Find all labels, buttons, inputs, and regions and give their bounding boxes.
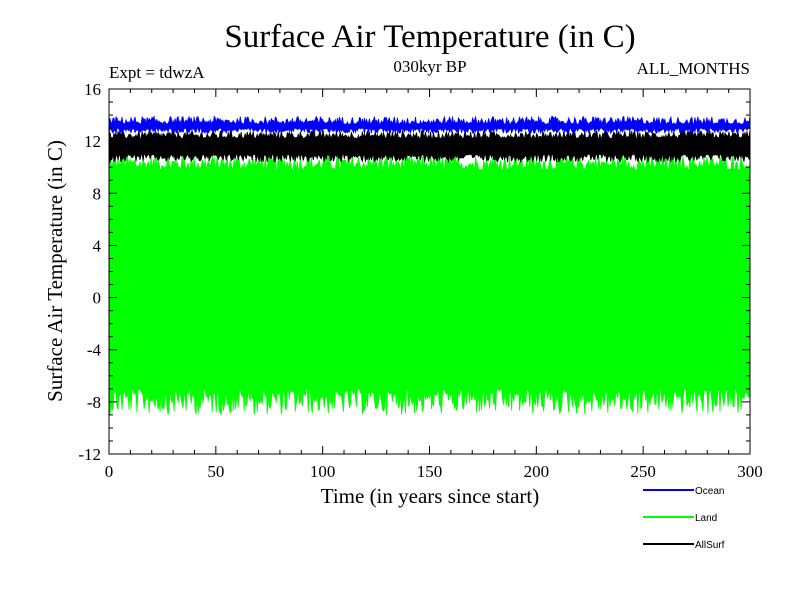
x-tick-label: 0 [105, 462, 114, 481]
legend-label-ocean: Ocean [695, 486, 724, 497]
plot-area: 0 50 100 150 200 250 300 -12 -8 -4 0 4 8 12 16 [78, 80, 762, 481]
y-tick-label: 0 [93, 289, 102, 308]
chart-title: Surface Air Temperature (in C) [224, 19, 635, 55]
x-axis-label: Time (in years since start) [321, 484, 540, 508]
series-allsurf [108, 129, 751, 164]
x-tick-label: 100 [310, 462, 336, 481]
legend-label-land: Land [695, 513, 717, 524]
series-ocean [108, 115, 751, 135]
subtitle-right: ALL_MONTHS [637, 59, 750, 78]
legend-label-allsurf: AllSurf [695, 540, 725, 551]
y-tick-label: 16 [84, 80, 101, 99]
y-tick-label: 8 [93, 184, 102, 203]
y-tick-label: 4 [93, 236, 102, 255]
legend: Ocean Land AllSurf [643, 486, 725, 551]
y-tick-label: -8 [87, 393, 101, 412]
subtitle-center: 030kyr BP [393, 57, 466, 76]
y-axis-label: Surface Air Temperature (in C) [43, 140, 67, 402]
series-land [108, 153, 751, 416]
x-tick-label: 200 [524, 462, 550, 481]
series-layer [108, 115, 751, 416]
subtitle-left: Expt = tdwzA [109, 63, 205, 82]
x-tick-label: 50 [207, 462, 224, 481]
ticks-layer: 0 50 100 150 200 250 300 -12 -8 -4 0 4 8 12 16 [78, 80, 762, 481]
y-tick-label: -4 [87, 341, 102, 360]
y-tick-label: -12 [78, 445, 101, 464]
x-tick-label: 300 [737, 462, 763, 481]
y-tick-label: 12 [84, 132, 101, 151]
x-tick-label: 150 [417, 462, 443, 481]
x-tick-label: 250 [630, 462, 656, 481]
